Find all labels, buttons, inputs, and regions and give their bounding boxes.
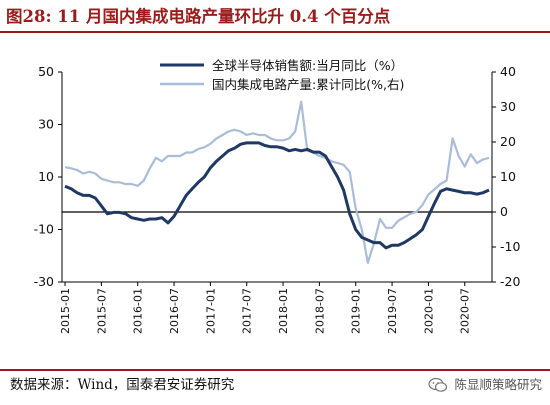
left-tick-label: 30: [38, 117, 54, 132]
legend-label: 全球半导体销售额:当月同比（%）: [212, 58, 403, 73]
footer-divider: [0, 369, 550, 371]
right-tick-label: -20: [500, 274, 520, 289]
wechat-icon: [428, 377, 448, 392]
chart-title: 图28: 11 月国内集成电路产量环比升 0.4 个百分点: [6, 7, 391, 26]
x-tick-label: 2015-01: [59, 288, 72, 334]
left-tick-label: -30: [34, 274, 54, 289]
legend: 全球半导体销售额:当月同比（%） 国内集成电路产量:累计同比(%,右): [160, 58, 404, 92]
right-tick-label: 40: [500, 64, 516, 79]
x-tick-label: 2018-01: [277, 288, 290, 334]
right-axis: -20 -10 0 10 20 30 40: [492, 64, 520, 289]
left-tick-label: 10: [38, 169, 54, 184]
right-tick-label: 10: [500, 169, 516, 184]
watermark: 陈显顺策略研究: [428, 372, 542, 398]
source-note: 数据来源：Wind，国泰君安证券研究: [10, 377, 235, 393]
right-tick-label: 30: [500, 99, 516, 114]
x-tick-label: 2019-07: [386, 288, 399, 334]
plot-frame: [61, 72, 493, 283]
x-tick-label: 2016-07: [168, 288, 181, 334]
x-tick-label: 2017-01: [204, 288, 217, 334]
watermark-label: 陈显顺策略研究: [454, 377, 542, 392]
x-tick-label: 2016-01: [132, 288, 145, 334]
left-axis: -30 -10 10 30 50: [34, 64, 62, 289]
series-domestic-ic-output: [64, 100, 490, 264]
series-global-semiconductor-sales: [64, 141, 490, 250]
right-tick-label: 0: [500, 204, 508, 219]
legend-label: 国内集成电路产量:累计同比(%,右): [212, 77, 404, 92]
x-tick-label: 2020-07: [459, 288, 472, 334]
left-tick-label: -10: [34, 222, 54, 237]
x-tick-label: 2020-01: [422, 288, 435, 334]
x-axis: 2015-01 2015-07 2016-01 2016-07 2017-01 2017-…: [59, 282, 472, 334]
right-tick-label: -10: [500, 239, 520, 254]
left-tick-label: 50: [38, 64, 54, 79]
x-tick-label: 2019-01: [350, 288, 363, 334]
x-tick-label: 2015-07: [95, 288, 108, 334]
title-divider: [0, 31, 550, 33]
x-tick-label: 2018-07: [313, 288, 326, 334]
x-tick-label: 2017-07: [241, 288, 254, 334]
series-lines: [64, 100, 490, 264]
right-tick-label: 20: [500, 134, 516, 149]
